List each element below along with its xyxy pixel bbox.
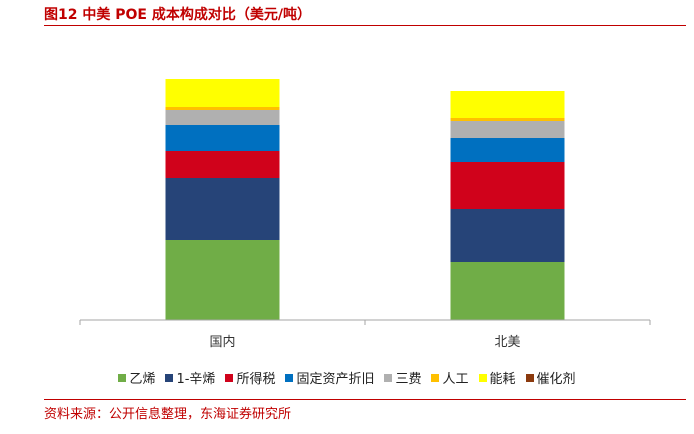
legend-item: 能耗	[478, 368, 516, 387]
legend-label: 固定资产折旧	[296, 372, 375, 387]
title-rule	[44, 25, 686, 26]
legend-swatch	[431, 373, 440, 382]
legend-swatch	[118, 373, 127, 382]
bar-segment-6-0	[165, 79, 280, 107]
category-label: 北美	[494, 335, 520, 350]
stacked-bar-chart: 国内 北美	[79, 79, 651, 350]
legend-label: 催化剂	[536, 372, 576, 387]
bar-segment-0-0	[165, 240, 280, 320]
source-note: 资料来源：公开信息整理，东海证券研究所	[44, 407, 292, 422]
legend-item: 三费	[384, 368, 421, 387]
bar-segment-3-1	[450, 138, 565, 162]
bar-segment-3-0	[165, 125, 280, 151]
legend-item: 人工	[431, 368, 469, 387]
legend-label: 所得税	[236, 372, 276, 387]
legend-swatch	[165, 373, 174, 382]
legend-item: 固定资产折旧	[285, 368, 374, 387]
bar-segment-2-1	[450, 162, 565, 209]
category-label: 国内	[209, 334, 235, 350]
legend-swatch	[478, 373, 487, 382]
legend-swatch	[525, 373, 534, 382]
bar-segment-5-0	[165, 107, 280, 110]
legend-label: 乙烯	[129, 372, 156, 387]
legend-item: 所得税	[225, 368, 275, 387]
legend-swatch	[225, 373, 234, 382]
legend-label: 三费	[395, 372, 422, 387]
bars-layer	[165, 79, 565, 320]
bar-segment-5-1	[450, 118, 565, 121]
bar-segment-0-1	[450, 262, 565, 320]
bar-segment-1-0	[165, 178, 280, 240]
legend-swatch	[285, 373, 294, 382]
bar-segment-4-1	[450, 121, 565, 138]
legend-swatch	[384, 373, 393, 382]
legend-item: 1-辛烯	[165, 368, 215, 387]
legend-item: 催化剂	[525, 368, 576, 387]
bar-segment-6-1	[450, 91, 565, 118]
figure-title: 图12 中美 POE 成本构成对比（美元/吨）	[44, 7, 311, 23]
legend-label: 能耗	[489, 372, 516, 387]
chart-legend: 乙烯 1-辛烯 所得税 固定资产折旧 三费 人工 能耗 催化剂	[0, 368, 694, 387]
bar-segment-2-0	[165, 151, 280, 178]
x-axis-labels: 国内 北美	[209, 334, 520, 350]
bar-segment-4-0	[165, 110, 280, 125]
legend-item: 乙烯	[118, 368, 155, 387]
legend-label: 1-辛烯	[176, 372, 216, 387]
legend-label: 人工	[442, 372, 469, 387]
bar-segment-1-1	[450, 209, 565, 262]
x-axis-ticks	[79, 320, 651, 325]
source-rule	[44, 399, 686, 400]
